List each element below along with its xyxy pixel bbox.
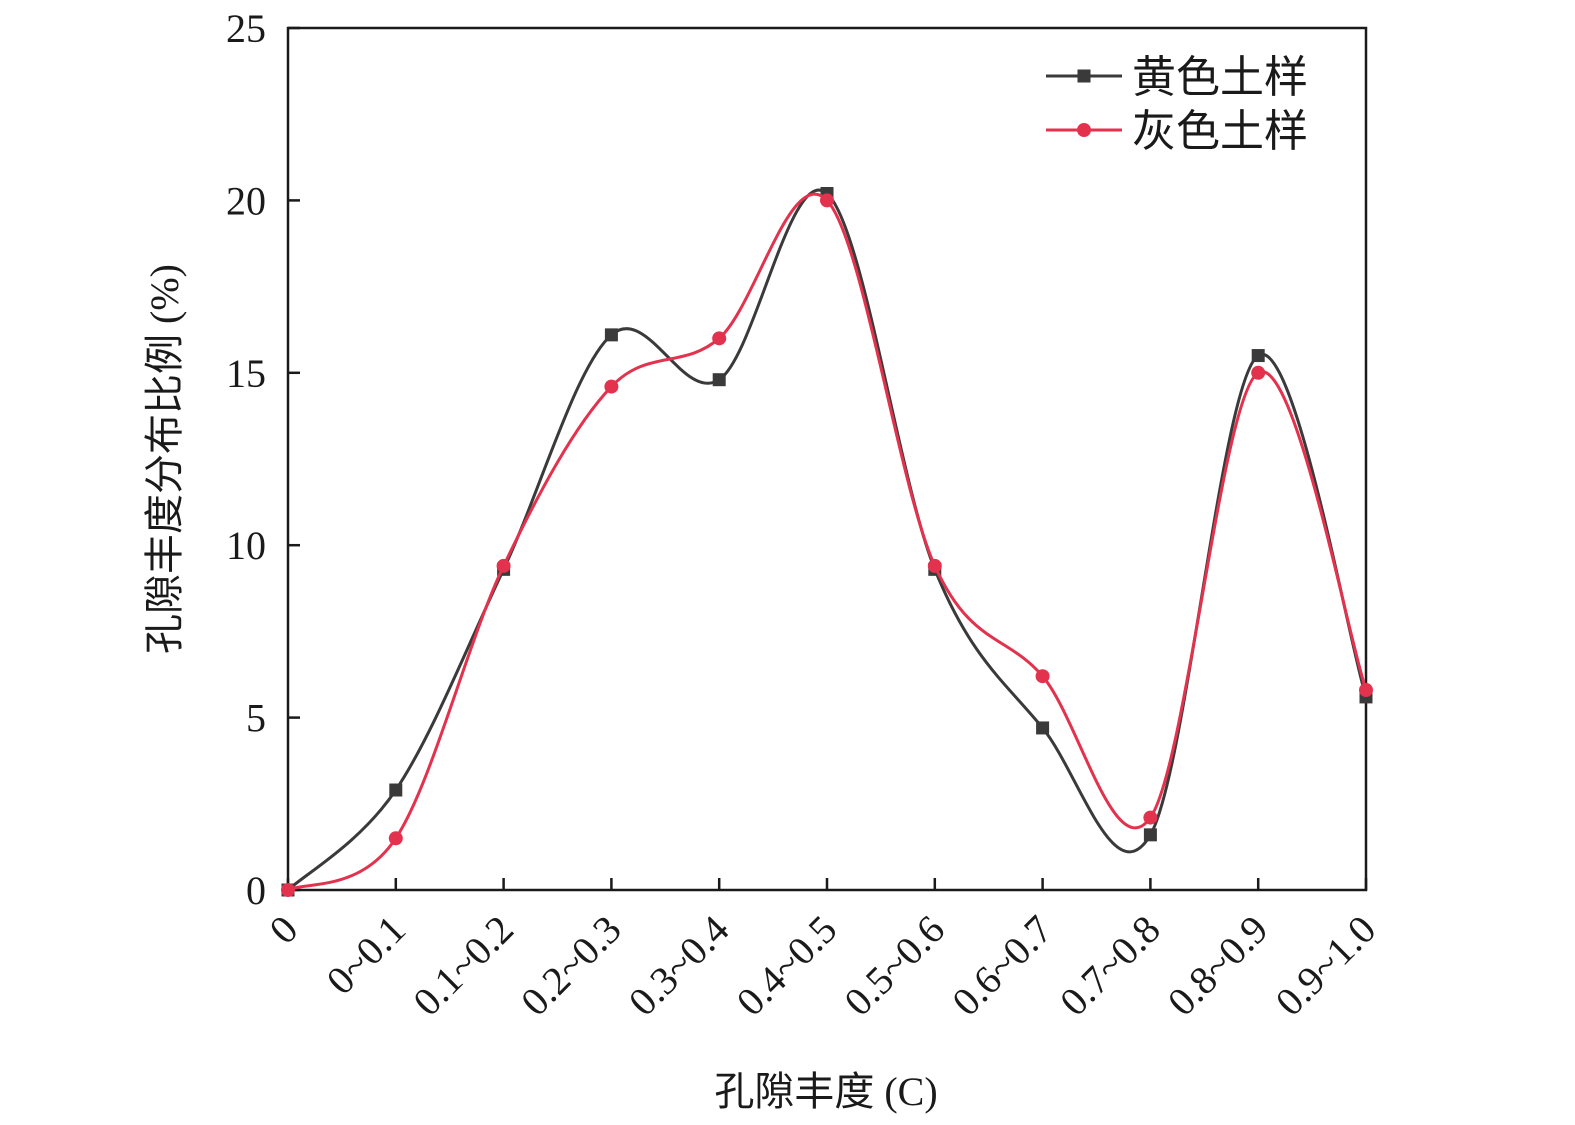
series-2-point — [281, 883, 295, 897]
y-tick-label: 20 — [226, 178, 266, 223]
x-axis: 0 0~0.10.1~0.20.2~0.30.3~0.40.4~0.50.5~0.… — [260, 878, 1384, 1024]
series-2-point — [1035, 669, 1050, 684]
y-tick-label: 10 — [226, 523, 266, 568]
series-1-point — [604, 328, 618, 342]
legend-marker — [1077, 69, 1091, 83]
legend-marker — [1077, 123, 1091, 137]
legend-item: 黄色土样 — [1046, 53, 1308, 102]
series-2-point — [496, 558, 511, 573]
series-1-point — [1143, 828, 1157, 842]
series-2-point — [820, 193, 834, 208]
series-2-point — [712, 331, 727, 346]
x-tick-label: 0.5~0.6 — [835, 907, 953, 1025]
legend-label: 灰色土样 — [1132, 107, 1308, 156]
series-1-point — [1251, 349, 1265, 363]
x-tick-label: 0 — [260, 907, 306, 953]
y-tick-label: 5 — [246, 696, 266, 741]
series-2-point — [1359, 683, 1373, 698]
x-tick-label: 0.8~0.9 — [1159, 907, 1277, 1025]
x-tick-label: 0.7~0.8 — [1051, 907, 1169, 1025]
series-2 — [281, 192, 1373, 897]
legend-label: 黄色土样 — [1132, 53, 1308, 102]
x-tick-label: 0.1~0.2 — [404, 907, 522, 1025]
series-2-point — [1251, 365, 1266, 380]
x-tick-label: 0.6~0.7 — [943, 907, 1061, 1025]
series-2-point — [927, 558, 942, 573]
y-axis-title: 孔隙丰度分布比例 (%) — [142, 264, 187, 654]
x-tick-label: 0.4~0.5 — [728, 907, 846, 1025]
x-tick-label: 0.3~0.4 — [620, 907, 738, 1025]
plot-frame — [286, 26, 1368, 892]
series-1-point — [712, 373, 726, 387]
series-2-line — [287, 192, 1368, 892]
series-2-point — [388, 831, 403, 846]
x-axis-title: 孔隙丰度 (C) — [714, 1069, 937, 1114]
x-tick-label: 0.9~1.0 — [1267, 907, 1385, 1025]
series-1-line — [286, 188, 1368, 892]
x-tick-label: 0.2~0.3 — [512, 907, 630, 1025]
x-tick-label: 0~0.1 — [318, 907, 415, 1004]
series-2-point — [604, 379, 619, 394]
series-2-point — [1143, 810, 1158, 825]
series-layer — [281, 187, 1373, 897]
y-axis: 0 5 10 15 20 25 — [226, 6, 300, 913]
series-1-point — [389, 783, 403, 797]
y-tick-label: 0 — [246, 868, 266, 913]
y-tick-label: 15 — [226, 351, 266, 396]
series-1-point — [1036, 721, 1050, 735]
legend-item: 灰色土样 — [1046, 107, 1308, 156]
series-1 — [281, 187, 1373, 897]
y-tick-label: 25 — [226, 6, 266, 51]
